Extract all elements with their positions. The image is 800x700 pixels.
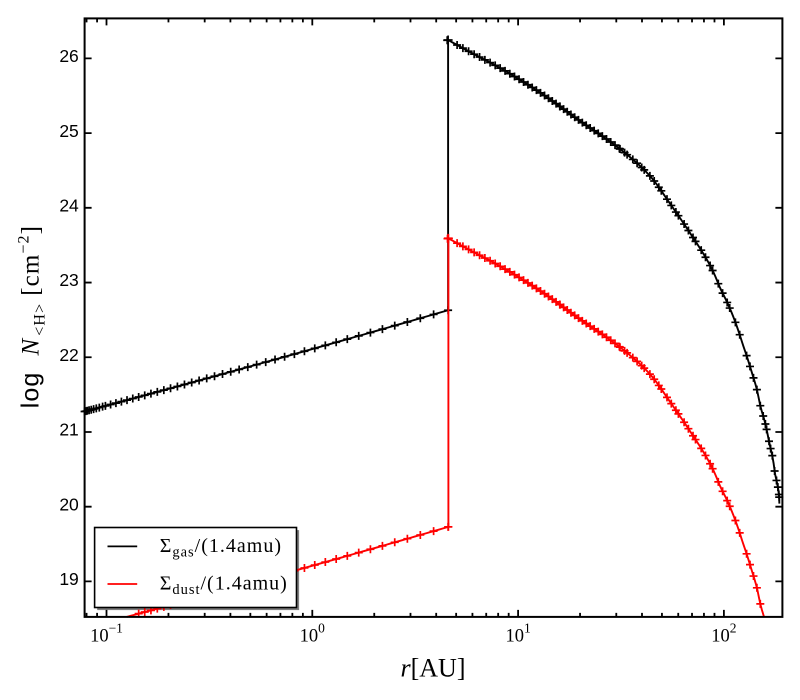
svg-text:22: 22	[59, 345, 78, 365]
svg-text:r[AU]: r[AU]	[401, 654, 466, 683]
svg-text:25: 25	[59, 121, 78, 141]
svg-text:19: 19	[59, 569, 78, 589]
svg-text:log N<H>[cm−2]: log N<H>[cm−2]	[16, 225, 49, 408]
svg-text:24: 24	[59, 196, 79, 216]
svg-text:23: 23	[59, 270, 78, 290]
svg-text:21: 21	[59, 420, 78, 440]
svg-text:20: 20	[59, 494, 79, 514]
svg-text:26: 26	[59, 46, 78, 66]
